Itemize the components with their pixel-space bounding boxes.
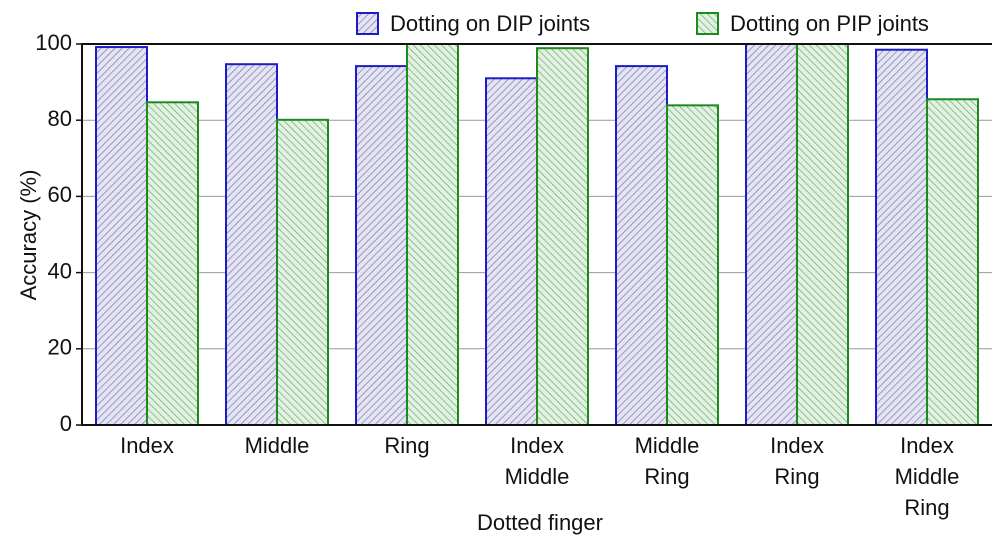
bar [745,43,798,426]
x-axis-label: Dotted finger [477,510,603,535]
y-tick-label: 60 [48,182,72,207]
bar [796,43,849,426]
bar [276,118,329,426]
y-tick-label: 40 [48,258,72,283]
plot-frame [81,43,992,426]
x-tick-label: Ring [384,433,430,458]
x-tick-label: Index Middle [504,433,570,489]
y-axis-label: Accuracy (%) [16,170,41,301]
legend-label: Dotting on PIP joints [730,11,929,36]
y-tick-label: 80 [48,106,72,131]
bar [666,104,719,426]
y-tick-label: 100 [35,30,72,55]
bar [355,65,408,427]
bar [875,48,928,427]
bar [95,46,148,426]
bar [485,77,538,426]
y-tick-label: 0 [60,411,72,436]
bar [615,65,668,427]
x-tick-label: Middle [244,433,310,458]
legend-swatch [356,12,379,35]
y-tick-label: 20 [48,335,72,360]
x-tick-label: Middle Ring [634,433,700,489]
x-tick-label: Index [120,433,174,458]
legend-swatch [696,12,719,35]
bar [926,98,979,427]
x-tick-label: Index Ring [770,433,824,489]
bar [406,43,459,426]
bar [146,101,199,426]
bar [536,47,589,426]
bar [225,63,278,427]
x-tick-label: Index Middle Ring [894,433,960,520]
legend-label: Dotting on DIP joints [390,11,590,36]
